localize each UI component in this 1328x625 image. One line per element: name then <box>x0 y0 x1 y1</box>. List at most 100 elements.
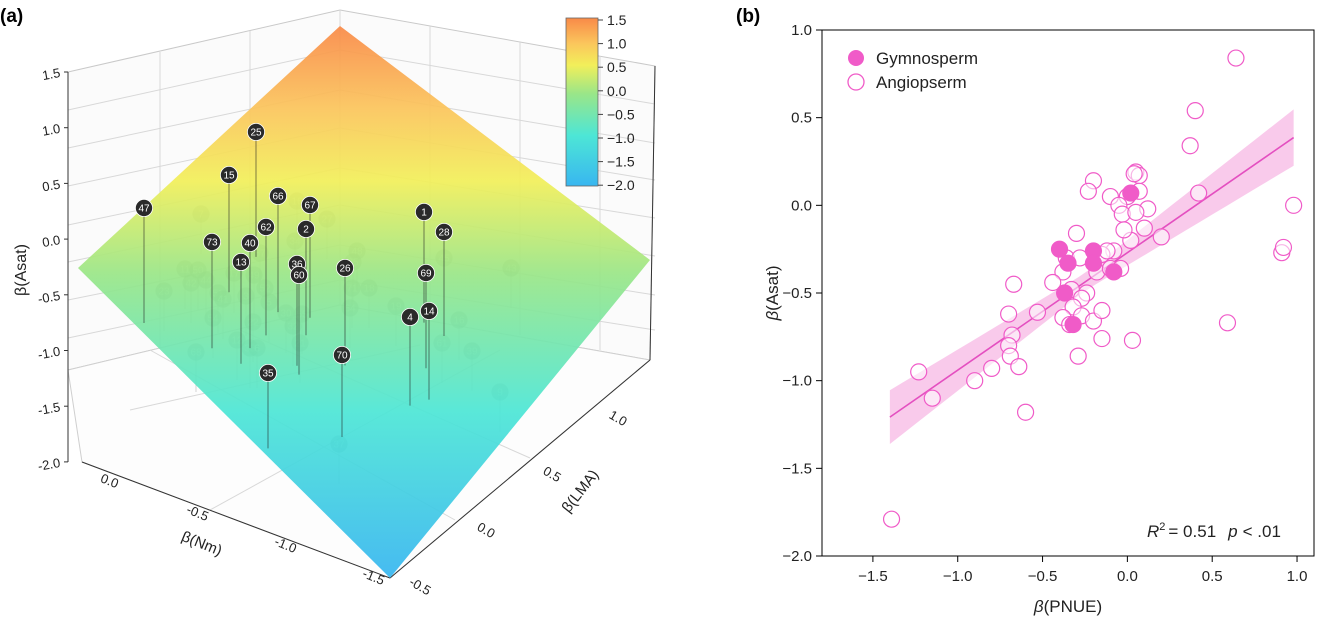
z-tick-label: 1.0 <box>41 121 61 139</box>
panel-a-fitted-surface <box>78 26 650 578</box>
point-70: 70 <box>332 345 351 437</box>
panel-b-scatter-chart: −1.5 −1.0 −0.5 0.0 0.5 1.0 1.00.50.0−0.5−1.0−… <box>763 22 1315 616</box>
point-marker <box>296 219 315 238</box>
point-label: 62 <box>260 223 272 234</box>
z-tick-label: -1.0 <box>37 344 62 363</box>
panel-a-x-label: β(Nm) <box>179 528 224 559</box>
point-label: 2 <box>303 225 309 236</box>
b-x-tick-label: 0.5 <box>1202 568 1223 585</box>
point-label: 15 <box>223 171 235 182</box>
legend-angiosperm-label: Angiopserm <box>876 73 967 92</box>
point-40: 40 <box>240 233 259 349</box>
point-marker <box>434 222 453 241</box>
point-marker <box>240 233 259 252</box>
z-tick-label: -1.5 <box>37 399 62 418</box>
angiosperm-point <box>1123 331 1142 349</box>
stats-p-label: p <box>1227 522 1237 541</box>
colorbar-tick-label: 0.0 <box>607 83 627 99</box>
point-label: 25 <box>250 128 262 139</box>
angiosperm-point <box>1227 49 1245 67</box>
point-marker <box>202 232 221 251</box>
angiosperm-point <box>1028 303 1047 321</box>
b-y-tick-label: 0.0 <box>791 197 812 214</box>
angiosperm-point <box>1044 273 1062 292</box>
angiosperm-point <box>1067 224 1086 242</box>
point-marker <box>332 345 351 364</box>
b-y-tick-label: 1.0 <box>791 22 812 39</box>
gymnosperm-point <box>1064 315 1082 334</box>
point-marker <box>134 198 153 217</box>
panel-b-legend: Gymnosperm Angiopserm <box>847 49 978 92</box>
gymnosperm-point <box>1059 254 1077 272</box>
gymnosperm-point <box>1105 263 1123 281</box>
x-tick-label: 0.0 <box>98 470 120 491</box>
point-marker <box>416 263 435 282</box>
point-25: 25 <box>246 123 265 257</box>
point-15: 15 <box>219 165 238 293</box>
b-y-tick-label: −2.0 <box>782 548 812 565</box>
angiosperm-point <box>1079 182 1097 200</box>
stats-r2-value: = 0.51 <box>1168 522 1216 541</box>
point-label: 1 <box>421 208 427 219</box>
point-14: 14 <box>419 301 438 400</box>
angiosperm-point <box>882 510 901 528</box>
point-label: 4 <box>407 313 413 324</box>
z-tick-label: 0.0 <box>41 232 61 250</box>
y-tick-label: 1.0 <box>607 407 630 429</box>
angiosperm-point <box>1218 314 1237 332</box>
panel-b-y-label: β(Asat) <box>763 265 782 321</box>
angiosperm-point <box>1274 238 1293 257</box>
angiosperm-point <box>1010 358 1028 376</box>
colorbar-tick-label: −1.5 <box>607 154 635 170</box>
gymnosperm-point <box>1084 254 1103 272</box>
angiosperm-point <box>1069 347 1087 365</box>
point-marker <box>256 217 275 236</box>
colorbar-tick-label: 0.5 <box>607 59 627 75</box>
panel-a-y-label: β(LMA) <box>559 467 603 516</box>
angiosperm-point <box>1127 203 1145 221</box>
gymnosperm-point <box>1050 240 1069 258</box>
point-67: 67 <box>300 195 319 318</box>
y-tick-label: 0.0 <box>475 519 498 541</box>
b-x-tick-label: −0.5 <box>1028 568 1058 585</box>
b-y-tick-label: −1.0 <box>782 373 812 390</box>
point-label: 66 <box>272 192 284 203</box>
gymnosperm-point <box>1056 284 1074 302</box>
point-label: 14 <box>423 307 435 318</box>
z-tick-label: 1.5 <box>41 65 61 83</box>
panel-a-z-ticks: 1.5 1.0 0.5 0.0 -0.5 -1.0 -1.5 -2.0 <box>37 65 68 474</box>
point-47: 47 <box>134 198 153 323</box>
point-4: 4 <box>400 307 419 406</box>
y-tick-label: -0.5 <box>407 574 434 598</box>
panel-b-y-ticks: 1.0 0.5 0.0 −0.5 −1.0 −1.5 −2.0 <box>782 22 822 565</box>
point-label: 70 <box>336 351 348 362</box>
b-y-tick-label: −1.5 <box>782 460 812 477</box>
angiosperm-point <box>1135 219 1153 237</box>
point-label: 69 <box>420 269 432 280</box>
legend-gymnosperm-label: Gymnosperm <box>876 49 978 68</box>
point-marker <box>246 123 265 142</box>
angiosperm-point <box>1115 221 1133 239</box>
panel-b-x-label-text: (PNUE) <box>1044 597 1103 616</box>
panel-b-x-ticks: −1.5 −1.0 −0.5 0.0 0.5 1.0 <box>858 556 1307 585</box>
colorbar-tick-label: −1.0 <box>607 130 635 146</box>
point-66: 66 <box>268 186 287 313</box>
b-x-tick-label: 1.0 <box>1287 568 1308 585</box>
point-marker <box>219 165 238 184</box>
z-tick-label: 0.5 <box>41 177 61 195</box>
point-marker <box>400 307 419 326</box>
point-60: 60 <box>289 265 308 375</box>
panel-b-x-label: β(PNUE) <box>1033 597 1102 616</box>
b-x-tick-label: −1.0 <box>943 568 973 585</box>
stats-r2-sup: 2 <box>1159 521 1165 533</box>
angiosperm-point <box>1285 196 1303 214</box>
stats-p-value: < .01 <box>1243 522 1281 541</box>
colorbar-tick-label: 1.0 <box>607 36 627 52</box>
panel-b-stats: R2 = 0.51 p < .01 <box>1147 521 1281 541</box>
point-2: 2 <box>296 219 315 336</box>
angiosperm-point <box>1016 403 1035 421</box>
point-label: 67 <box>304 201 316 212</box>
angiosperm-point <box>1152 228 1170 246</box>
